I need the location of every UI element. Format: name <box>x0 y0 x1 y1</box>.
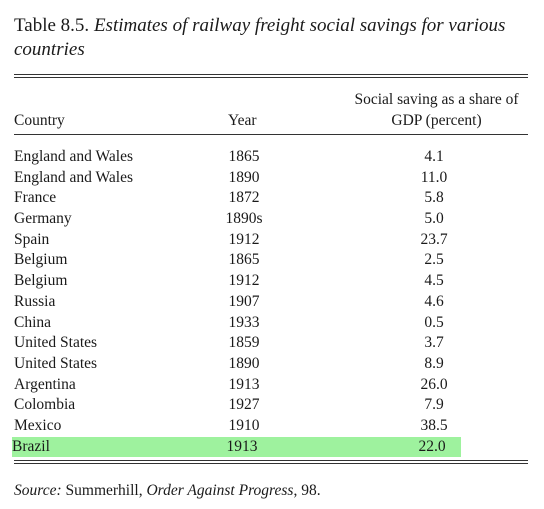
cell-country: Colombia <box>14 396 76 414</box>
cell-share: 4.5 <box>424 272 444 290</box>
header-rule <box>14 134 528 135</box>
cell-share: 4.1 <box>424 148 444 165</box>
table-row: Brazil 1913 22.0 <box>12 436 461 458</box>
cell-country: Mexico <box>14 416 62 434</box>
header-share: Social saving as a share of GDP (percent… <box>354 91 519 129</box>
cell-year: 1927 <box>228 396 260 414</box>
cell-year: 1912 <box>228 230 260 248</box>
table-row: Russia 1907 4.6 <box>14 292 528 313</box>
cell-country: Brazil <box>12 437 50 455</box>
table-row: Argentina 1913 26.0 <box>14 375 528 396</box>
cell-year: 1913 <box>226 437 258 455</box>
cell-country: England and Wales <box>14 168 133 186</box>
cell-share: 8.9 <box>424 354 444 372</box>
cell-country: China <box>14 313 52 331</box>
source-note: Source: Summerhill, Order Against Progre… <box>14 481 321 501</box>
cell-year: 1890 <box>228 354 260 372</box>
cell-share: 3.7 <box>424 334 444 352</box>
cell-year: 1865 <box>228 148 260 165</box>
cell-year: 1859 <box>228 334 260 352</box>
cell-year: 1913 <box>228 375 260 393</box>
cell-country: United States <box>14 354 98 372</box>
cell-share: 22.0 <box>418 437 446 455</box>
table-title: Estimates of railway freight social savi… <box>14 15 506 60</box>
table-row: France 1872 5.8 <box>14 188 528 209</box>
table-row: Colombia 1927 7.9 <box>14 395 528 416</box>
table-row: United States 1859 3.7 <box>14 333 528 354</box>
cell-year: 1872 <box>228 189 260 207</box>
source-author: Summerhill, <box>65 482 143 499</box>
table-row: England and Wales 1865 4.1 <box>14 147 528 168</box>
cell-country: Belgium <box>14 272 68 290</box>
source-work: Order Against Progress <box>146 482 294 499</box>
bottom-double-rule <box>14 460 528 464</box>
cell-country: England and Wales <box>14 148 133 165</box>
source-label: Source: <box>14 482 62 499</box>
cell-share: 2.5 <box>424 251 444 269</box>
cell-share: 4.6 <box>424 292 444 310</box>
table-number: Table 8.5. <box>14 15 90 36</box>
table-page: Table 8.5. Estimates of railway freight … <box>12 14 528 499</box>
cell-year: 1890s <box>225 210 263 228</box>
header-year: Year <box>228 112 257 129</box>
table-body: England and Wales 1865 4.1 England and Wale… <box>12 147 528 458</box>
cell-year: 1910 <box>228 416 260 434</box>
cell-country: United States <box>14 334 98 352</box>
cell-country: Russia <box>14 292 56 310</box>
cell-year: 1933 <box>228 313 260 331</box>
table-row: Spain 1912 23.7 <box>14 230 528 251</box>
cell-share: 7.9 <box>424 396 444 414</box>
table-row: England and Wales 1890 11.0 <box>14 168 528 189</box>
table-row: Germany 1890s 5.0 <box>14 209 528 230</box>
cell-country: France <box>14 189 57 207</box>
cell-country: Germany <box>14 210 72 228</box>
cell-year: 1912 <box>228 272 260 290</box>
table-row: China 1933 0.5 <box>14 313 528 334</box>
table-row: Belgium 1865 2.5 <box>14 250 528 271</box>
cell-country: Belgium <box>14 251 68 269</box>
cell-country: Spain <box>14 230 50 248</box>
header-country: Country <box>14 112 65 129</box>
cell-share: 11.0 <box>420 168 448 186</box>
table-row: Belgium 1912 4.5 <box>14 271 528 292</box>
cell-share: 23.7 <box>420 230 448 248</box>
cell-share: 38.5 <box>420 416 448 434</box>
cell-share: 5.8 <box>424 189 444 207</box>
cell-share: 26.0 <box>420 375 448 393</box>
cell-share: 5.0 <box>424 210 444 228</box>
table-row: Mexico 1910 38.5 <box>14 416 528 437</box>
cell-year: 1865 <box>228 251 260 269</box>
cell-country: Argentina <box>14 375 76 393</box>
table-caption: Table 8.5. Estimates of railway freight … <box>14 14 528 62</box>
cell-share: 0.5 <box>424 313 444 331</box>
cell-year: 1907 <box>228 292 260 310</box>
cell-year: 1890 <box>228 168 260 186</box>
table-row: United States 1890 8.9 <box>14 354 528 375</box>
source-page: , 98. <box>293 482 321 499</box>
top-double-rule <box>14 74 528 78</box>
